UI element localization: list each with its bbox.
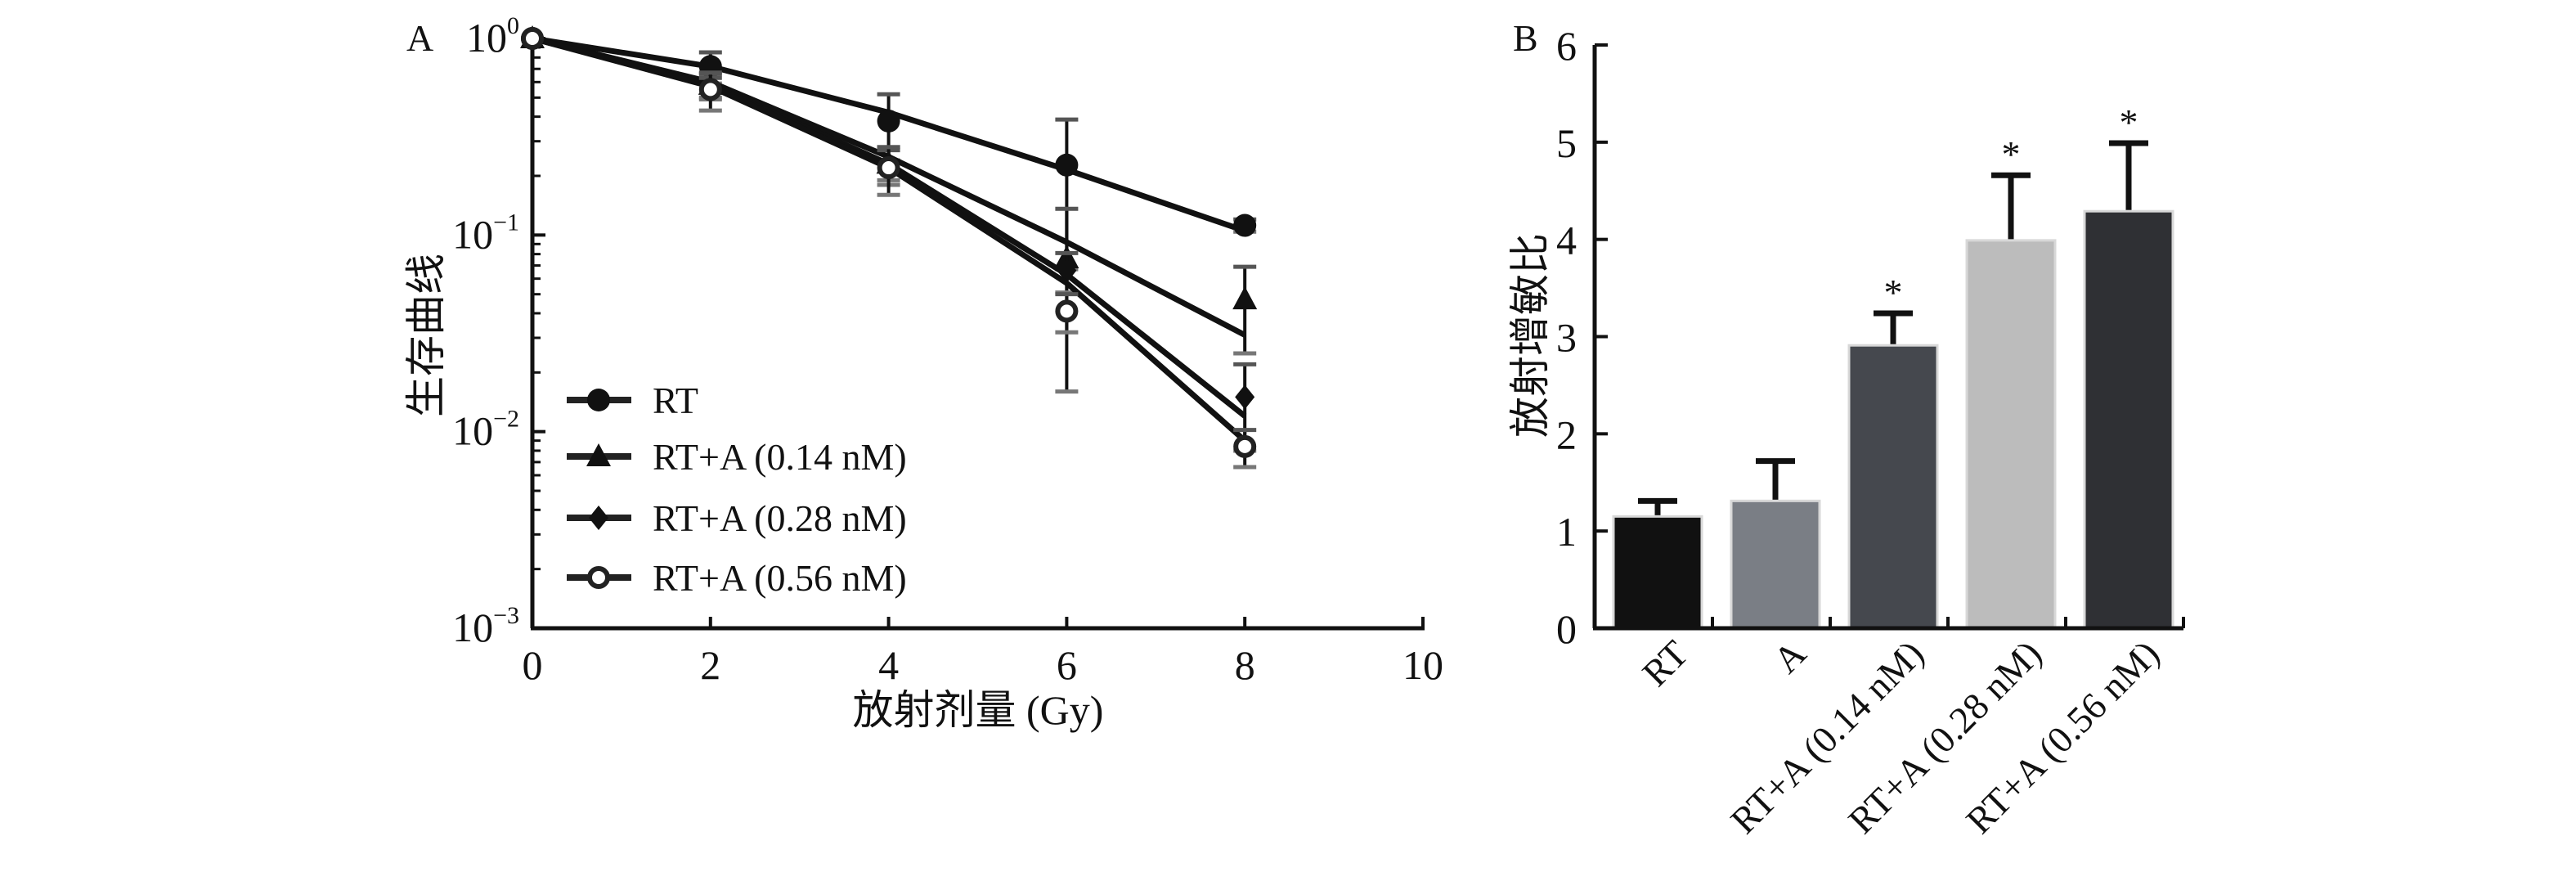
y-tick-label: 2 [1556, 411, 1577, 457]
x-tick-label: A [1766, 632, 1815, 681]
bar [1847, 344, 1939, 630]
bar [1612, 515, 1703, 630]
open-circle-marker [877, 156, 900, 180]
y-tick-label: 10−3 [452, 602, 519, 650]
panel-a-xlabel: 放射剂量 (Gy) [853, 687, 1104, 733]
series-3 [521, 27, 1257, 470]
open-circle-marker [1233, 434, 1257, 458]
circle-marker [877, 109, 900, 133]
legend-item: RT+A (0.56 nM) [567, 557, 907, 599]
panel-b-ylabel: 放射增敏比 [1507, 233, 1553, 438]
diamond-marker [589, 506, 608, 530]
legend-label: RT+A (0.28 nM) [653, 497, 907, 539]
panel-b: B 放射增敏比 RT A*RT+A (0.14 nM)*RT+A (0.28 nM… [1507, 17, 2185, 842]
x-tick-label: 0 [523, 642, 543, 688]
legend-label: RT+A (0.56 nM) [653, 557, 907, 599]
panel-b-plot: RT A*RT+A (0.14 nM)*RT+A (0.28 nM)*RT+A (… [1612, 101, 2174, 842]
panel-a-legend: RT RT+A (0.14 nM) RT+A (0.28 nM) RT+A (0.56… [567, 380, 907, 599]
bar-group: A [1730, 458, 1821, 681]
panel-b-axes: 0 1 2 3 4 5 6 [1556, 23, 2185, 652]
open-circle-marker [1055, 299, 1079, 323]
significance-star: * [2120, 101, 2138, 143]
bar [1730, 499, 1821, 630]
x-tick-label: 8 [1235, 642, 1255, 688]
x-tick-label: 10 [1402, 642, 1443, 688]
y-tick-label: 3 [1556, 315, 1577, 361]
y-tick-label: 0 [1556, 606, 1577, 652]
bar [1965, 239, 2057, 630]
x-tick-label: 2 [700, 642, 720, 688]
legend-item: RT [567, 380, 698, 421]
x-tick-label: RT [1634, 632, 1696, 694]
y-tick-label: 100 [466, 12, 519, 61]
circle-marker [1233, 214, 1257, 237]
y-tick-label: 5 [1556, 120, 1577, 166]
diamond-marker [1235, 384, 1255, 410]
y-tick-label: 10−1 [452, 209, 519, 257]
circle-marker [1055, 153, 1079, 177]
triangle-marker [586, 443, 611, 466]
open-circle-marker [587, 566, 610, 589]
y-tick-label: 6 [1556, 23, 1577, 69]
legend-label: RT+A (0.14 nM) [653, 436, 907, 478]
series-2 [523, 26, 1257, 453]
panel-a-label: A [406, 17, 433, 59]
y-tick-label: 10−2 [452, 406, 519, 454]
panel-a-axes: 0 2 4 6 8 10 100 10−1 10−2 10−3 [452, 12, 1443, 688]
legend-item: RT+A (0.28 nM) [567, 497, 907, 539]
panel-a-plot [520, 25, 1258, 470]
triangle-marker [1232, 286, 1258, 310]
significance-star: * [1884, 272, 1903, 313]
significance-star: * [2002, 133, 2021, 175]
open-circle-marker [521, 27, 544, 50]
x-tick-label: 6 [1057, 642, 1077, 688]
panel-a-ylabel: 生存曲线 [403, 254, 449, 417]
legend-label: RT [653, 380, 698, 421]
panel-b-label: B [1513, 17, 1538, 59]
bar [2083, 209, 2174, 630]
bar-group: RT [1612, 497, 1703, 694]
x-tick-label: 4 [878, 642, 899, 688]
circle-marker [587, 389, 610, 411]
legend-item: RT+A (0.14 nM) [567, 436, 907, 478]
y-tick-label: 4 [1556, 218, 1577, 263]
open-circle-marker [698, 78, 722, 101]
y-tick-label: 1 [1556, 509, 1577, 555]
